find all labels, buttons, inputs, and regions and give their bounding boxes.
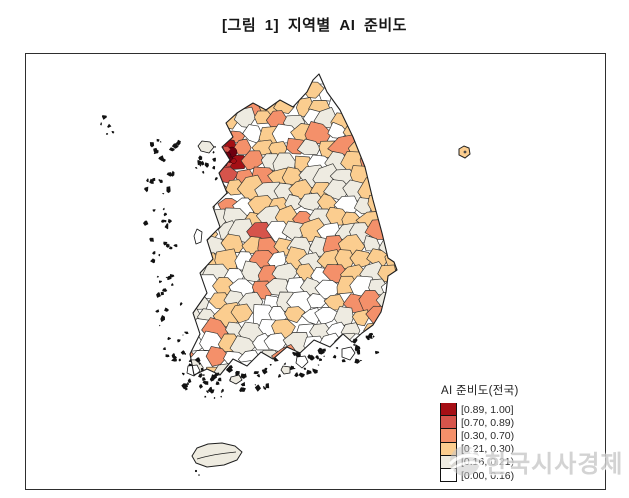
map-legend: AI 준비도(전국) [0.89, 1.00] [0.70, 0.89) [0.… (440, 382, 519, 483)
legend-row: [0.00, 0.16) (440, 468, 519, 483)
legend-swatch (440, 429, 457, 443)
legend-swatch (440, 455, 457, 469)
legend-row: [0.16, 0.21) (440, 455, 519, 469)
legend-swatch (440, 403, 457, 417)
legend-label: [0.16, 0.21) (461, 456, 515, 469)
legend-row: [0.89, 1.00] (440, 403, 519, 417)
legend-label: [0.21, 0.30) (461, 443, 515, 456)
legend-label: [0.89, 1.00] (461, 403, 514, 416)
legend-swatch (440, 416, 457, 430)
legend-title: AI 준비도(전국) (441, 385, 519, 397)
figure-title: [그림 1] 지역별 AI 준비도 (222, 17, 407, 34)
legend-swatch (440, 442, 457, 456)
legend-label: [0.70, 0.89) (461, 416, 515, 429)
legend-row: [0.70, 0.89) (440, 416, 519, 430)
legend-row: [0.21, 0.30) (440, 442, 519, 456)
legend-label: [0.00, 0.16) (461, 469, 515, 482)
legend-swatch (440, 468, 457, 483)
legend-row: [0.30, 0.70) (440, 429, 519, 443)
legend-label: [0.30, 0.70) (461, 429, 515, 442)
